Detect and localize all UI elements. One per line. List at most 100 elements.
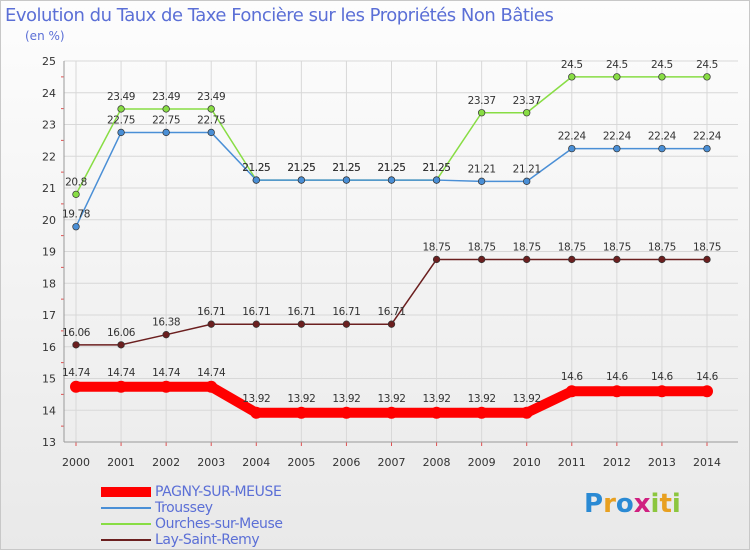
data-label: 14.74 [107, 367, 136, 379]
data-label: 16.71 [377, 306, 405, 318]
data-point [477, 177, 486, 185]
data-point [295, 406, 308, 419]
data-label: 22.24 [558, 131, 587, 143]
data-point [613, 144, 621, 153]
data-label: 16.06 [107, 327, 136, 339]
data-label: 18.75 [603, 241, 631, 253]
data-point [72, 223, 80, 231]
y-tick-label: 19 [42, 246, 56, 259]
y-tick-label: 23 [42, 119, 56, 132]
data-point [658, 144, 666, 153]
data-point [610, 385, 623, 398]
y-tick-label: 15 [42, 373, 56, 386]
data-label: 18.75 [423, 241, 451, 253]
legend-swatch [101, 539, 151, 541]
data-point [117, 105, 125, 113]
data-point [385, 406, 398, 419]
data-label: 23.37 [513, 95, 541, 107]
legend-label: Ourches-sur-Meuse [155, 516, 283, 532]
data-label: 22.75 [197, 114, 225, 126]
data-point [568, 255, 576, 264]
data-point [252, 176, 260, 184]
data-label: 14.74 [62, 367, 91, 379]
y-tick-label: 22 [42, 150, 56, 163]
data-point [430, 406, 443, 419]
data-point [432, 176, 441, 184]
data-label: 16.71 [332, 306, 360, 318]
data-point [387, 176, 396, 184]
data-label: 22.75 [107, 114, 135, 126]
data-point [72, 190, 80, 199]
data-point [207, 320, 215, 328]
data-label: 21.25 [332, 162, 360, 174]
data-point [117, 128, 125, 137]
logo-letter: t [659, 489, 672, 519]
logo-letter: x [633, 489, 651, 519]
data-point [115, 380, 128, 393]
data-point [342, 320, 351, 328]
data-label: 18.75 [558, 241, 586, 253]
data-label: 23.37 [468, 95, 496, 107]
data-label: 16.71 [287, 306, 315, 318]
data-point [477, 255, 486, 264]
legend-item: Lay-Saint-Remy [101, 532, 260, 548]
data-point [613, 255, 621, 264]
data-label: 24.5 [606, 59, 628, 71]
x-tick-label: 2008 [423, 456, 451, 469]
x-tick-label: 2005 [287, 456, 315, 469]
data-label: 13.92 [287, 393, 315, 405]
logo-letter: o [615, 489, 634, 519]
x-tick-label: 2010 [513, 456, 541, 469]
data-point [205, 380, 218, 393]
y-tick-label: 25 [42, 55, 56, 68]
legend-item: PAGNY-SUR-MEUSE [101, 484, 282, 500]
legend-label: PAGNY-SUR-MEUSE [155, 484, 282, 500]
data-point [207, 128, 215, 137]
data-label: 24.5 [561, 59, 583, 71]
data-point [70, 380, 82, 393]
data-label: 21.25 [242, 162, 270, 174]
data-label: 18.75 [513, 241, 541, 253]
data-point [655, 385, 668, 398]
data-label: 13.92 [377, 393, 405, 405]
data-label: 24.5 [651, 59, 673, 71]
data-point [658, 255, 666, 264]
data-label: 19.78 [62, 209, 90, 221]
data-point [252, 320, 260, 328]
data-label: 21.21 [513, 163, 541, 175]
data-point [432, 255, 441, 264]
legend-label: Lay-Saint-Remy [155, 532, 260, 548]
y-tick-label: 16 [42, 341, 56, 354]
legend-item: Ourches-sur-Meuse [101, 517, 283, 531]
legend-label: Troussey [155, 500, 213, 516]
data-point [658, 73, 666, 81]
data-point [207, 105, 215, 113]
data-label: 22.24 [603, 131, 632, 143]
data-label: 14.6 [561, 371, 583, 383]
y-tick-label: 17 [42, 309, 56, 322]
x-tick-label: 2009 [468, 456, 496, 469]
data-label: 13.92 [513, 393, 541, 405]
y-tick-label: 18 [42, 277, 56, 290]
data-label: 18.75 [468, 241, 496, 253]
data-label: 21.25 [287, 162, 315, 174]
data-point [475, 406, 488, 419]
data-label: 14.6 [696, 371, 718, 383]
x-tick-label: 2000 [62, 456, 90, 469]
data-point [117, 341, 125, 349]
legend-item: Troussey [101, 501, 213, 515]
y-tick-label: 24 [42, 87, 56, 100]
data-label: 23.49 [152, 91, 180, 103]
data-label: 13.92 [332, 393, 360, 405]
data-label: 16.06 [62, 327, 91, 339]
data-point [72, 341, 80, 349]
proxiti-logo: Proxiti [584, 489, 681, 519]
data-point [523, 109, 531, 117]
data-label: 21.21 [468, 163, 496, 175]
y-tick-label: 13 [42, 436, 56, 449]
data-label: 22.75 [152, 114, 180, 126]
data-label: 13.92 [468, 393, 496, 405]
data-label: 21.25 [332, 162, 360, 174]
y-tick-label: 20 [42, 214, 56, 227]
